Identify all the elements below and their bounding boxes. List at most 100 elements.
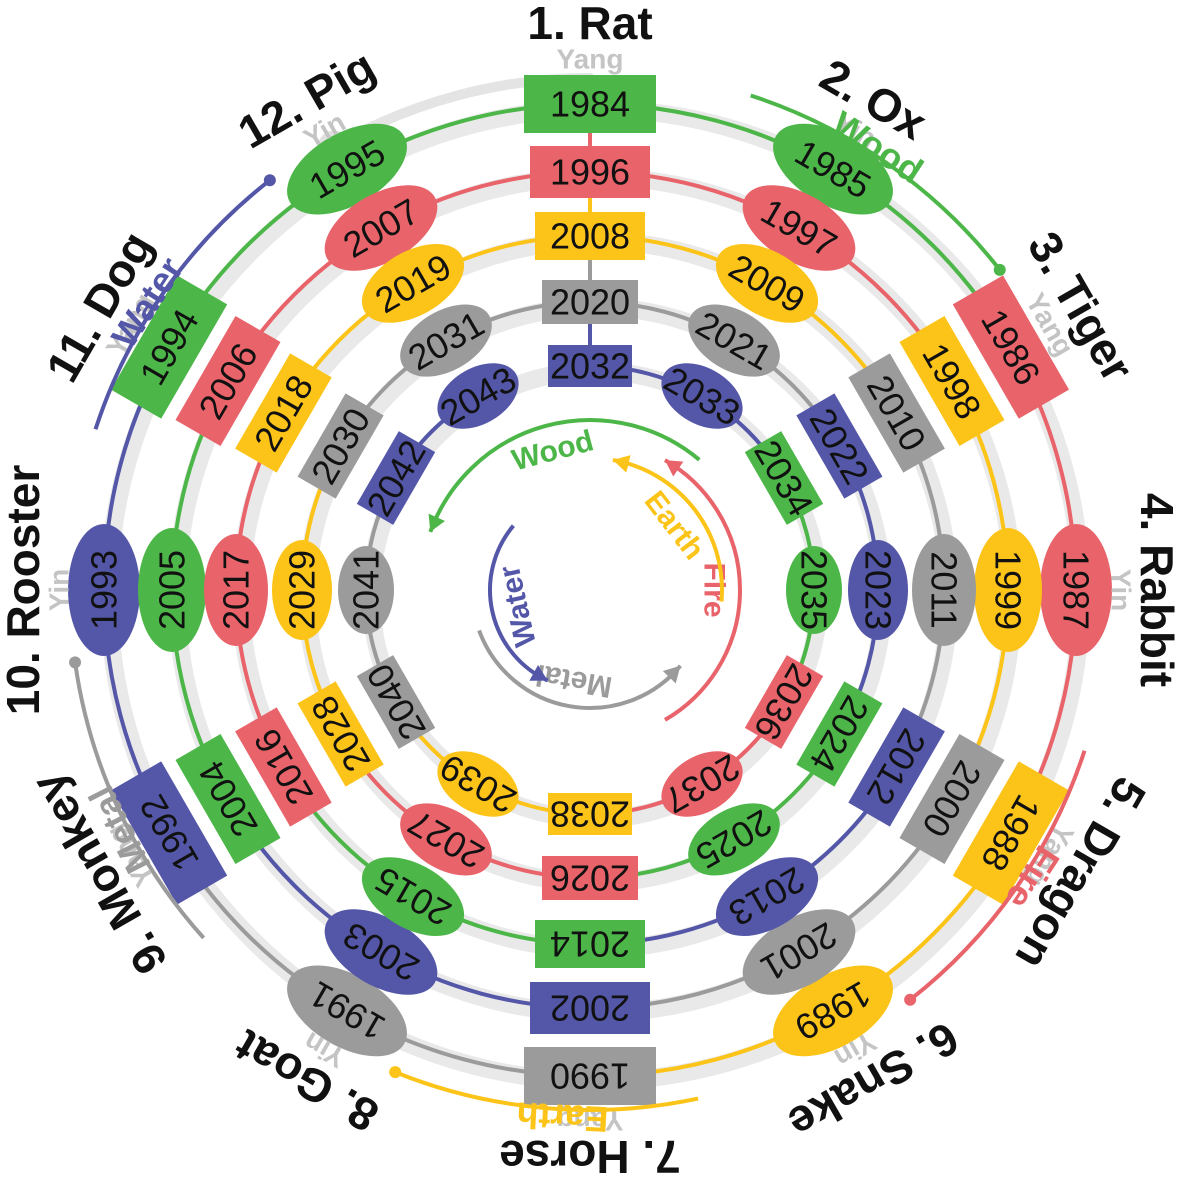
year-rect: [175, 734, 281, 864]
element-arc: [908, 750, 1087, 1002]
element-arc-end: [263, 174, 276, 187]
element-arc: [73, 662, 206, 940]
year-cell: 2033: [657, 358, 747, 434]
year-label: 2020: [550, 282, 630, 323]
year-rect: [297, 681, 384, 787]
year-ellipse: [338, 546, 394, 634]
year-cell: 1996: [530, 146, 650, 198]
year-rect: [356, 655, 436, 749]
year-rect: [535, 212, 645, 260]
sign-label: 4. Rabbit: [1131, 493, 1181, 687]
cycle-arrow: [488, 524, 549, 683]
year-label: 2041: [346, 550, 387, 630]
year-rect: [356, 431, 436, 525]
year-ellipse: [786, 546, 842, 634]
cycle-arrowhead: [612, 455, 631, 473]
year-cell: 1993: [68, 524, 140, 656]
year-label: 2005: [152, 550, 193, 630]
year-cell: 1997: [742, 185, 856, 271]
year-cell: 2002: [530, 982, 650, 1034]
year-rect: [548, 345, 632, 387]
year-cell: 1984: [524, 75, 656, 133]
year-rect: [110, 275, 228, 419]
element-arc-end: [993, 263, 1006, 276]
year-cell: 1987: [1040, 524, 1112, 656]
year-ellipse: [400, 304, 492, 377]
year-label: 2038: [550, 794, 630, 835]
year-label: 2032: [550, 346, 630, 387]
year-ellipse: [437, 751, 519, 817]
shadow-ring: [362, 362, 828, 828]
year-ellipse: [742, 185, 856, 271]
year-ellipse: [912, 534, 976, 646]
year-label: 1987: [1056, 550, 1097, 630]
year-ellipse: [68, 524, 140, 656]
cycle-arrowhead: [665, 460, 684, 477]
cycle-arrowhead: [529, 664, 548, 681]
year-rect: [530, 982, 650, 1034]
cycle-arrowhead: [428, 513, 446, 532]
year-ellipse: [361, 857, 465, 936]
sign-label: 10. Rooster: [0, 465, 49, 716]
year-ellipse: [661, 363, 743, 429]
year-label: 2008: [550, 216, 630, 257]
year-cell: 1999: [974, 528, 1042, 652]
year-rect: [175, 316, 281, 446]
year-rect: [548, 793, 632, 835]
polarity-label: Yin: [44, 569, 75, 612]
year-ellipse: [848, 540, 908, 640]
year-rect: [110, 761, 228, 905]
year-ellipse: [204, 534, 268, 646]
year-rect: [796, 681, 883, 787]
year-cell: 2043: [433, 358, 523, 434]
year-rect: [952, 275, 1070, 419]
year-ellipse: [773, 965, 893, 1057]
year-cell: 2026: [542, 856, 638, 900]
year-cell: 2023: [848, 540, 908, 640]
year-cell: 2020: [542, 280, 638, 324]
year-rect: [524, 75, 656, 133]
year-cell: 2035: [786, 546, 842, 634]
year-ellipse: [688, 304, 780, 377]
year-cell: 2041: [338, 546, 394, 634]
element-arc-end: [904, 993, 917, 1006]
element-arc-end: [389, 1066, 402, 1079]
year-label: 1990: [550, 1056, 630, 1097]
year-ellipse: [715, 244, 819, 323]
year-label: 1999: [988, 550, 1029, 630]
year-rect: [899, 734, 1005, 864]
cycle-arrow: [477, 629, 682, 710]
cycle-label: Earth: [638, 485, 711, 566]
element-arc-end: [69, 656, 82, 669]
year-label: 2026: [550, 858, 630, 899]
year-rect: [297, 393, 384, 499]
element-arc: [93, 178, 272, 430]
year-ellipse: [1040, 524, 1112, 656]
year-rect: [530, 146, 650, 198]
year-label: 2011: [924, 551, 965, 628]
year-rect: [524, 1047, 656, 1105]
year-rect: [542, 280, 638, 324]
year-cell: 2011: [912, 534, 976, 646]
sign-label: 7. Horse: [499, 1131, 681, 1180]
year-cell: 2004: [175, 734, 281, 864]
cycle-arrow: [663, 458, 742, 722]
year-label: 2014: [550, 924, 630, 965]
year-ellipse: [437, 363, 519, 429]
year-ellipse: [324, 909, 438, 995]
year-ellipse: [138, 528, 206, 652]
year-label: 1996: [550, 152, 630, 193]
year-ellipse: [715, 857, 819, 936]
year-ellipse: [361, 244, 465, 323]
year-cell: 2038: [548, 793, 632, 835]
element-arc: [750, 93, 1002, 272]
year-rect: [235, 353, 332, 473]
year-ellipse: [742, 909, 856, 995]
polarity-label: Yin: [1106, 569, 1137, 612]
year-ellipse: [400, 803, 492, 876]
sign-label: 1. Rat: [527, 0, 652, 49]
year-ellipse: [287, 123, 407, 215]
year-cell: 2017: [204, 534, 268, 646]
